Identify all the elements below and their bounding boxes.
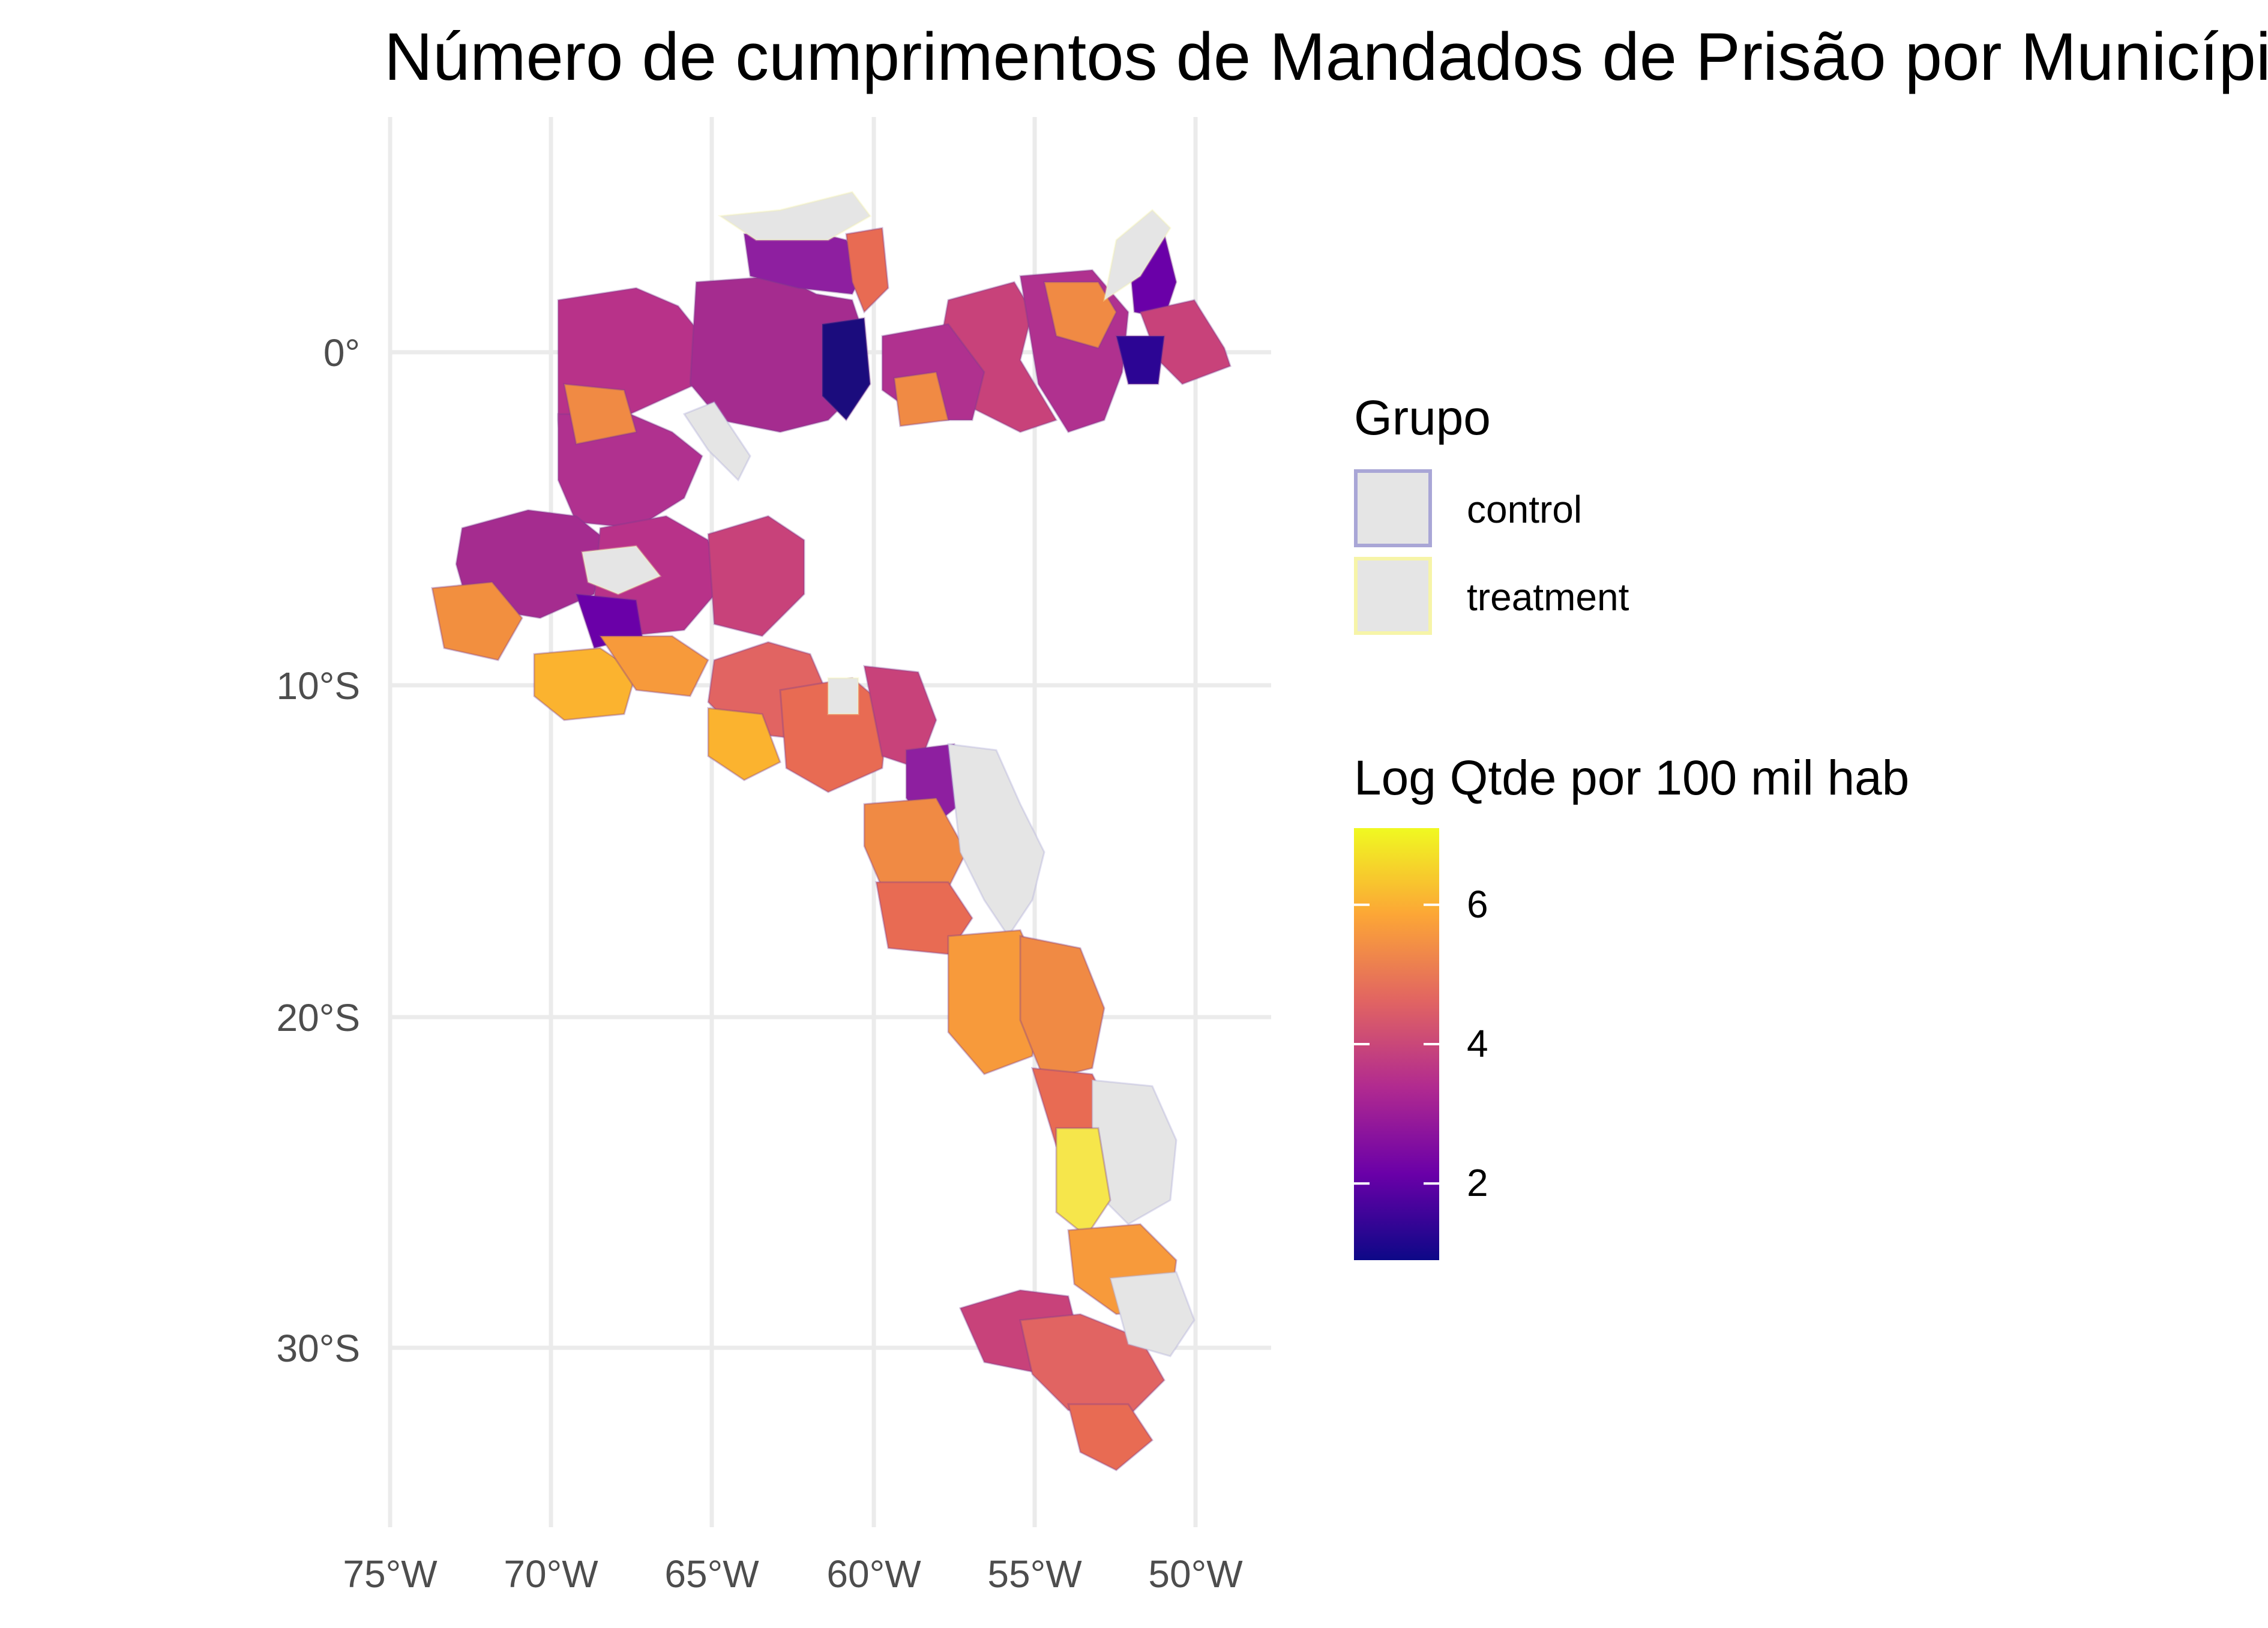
region-roraima-control <box>682 401 751 482</box>
region-mato-grosso-yellow <box>707 707 781 781</box>
y-tick-label: 20°S <box>277 996 360 1039</box>
y-tick-label: 10°S <box>277 664 360 707</box>
region-amazonas-orange <box>563 383 637 445</box>
x-tick-label: 65°W <box>664 1552 759 1596</box>
legend-key-treatment <box>1354 557 1432 635</box>
map-regions <box>431 191 1232 1471</box>
region-amapa-nodata <box>1102 208 1172 302</box>
region-mato-grosso-east <box>863 665 937 769</box>
region-amazonas-nodata <box>581 545 662 595</box>
region-amapa-orange <box>1043 281 1117 349</box>
region-dark-spot-north <box>821 317 871 422</box>
region-sp-orange <box>1019 935 1105 1081</box>
region-rondonia-nodata <box>827 677 859 715</box>
color-scale-ticks <box>1354 903 1439 1185</box>
scale-label-2: 2 <box>1467 1161 1488 1205</box>
region-amazonas-east <box>707 515 805 637</box>
scale-label-6: 6 <box>1467 882 1488 926</box>
x-tick-label: 50°W <box>1148 1552 1243 1596</box>
region-roraima-east <box>845 227 889 314</box>
region-goias-control <box>947 743 1045 938</box>
scale-label-4: 4 <box>1467 1022 1488 1065</box>
region-north-nodata <box>717 191 872 241</box>
y-tick-label: 0° <box>323 331 360 374</box>
axis-labels: 75°W 70°W 65°W 60°W 55°W 50°W 0° 10°S 20… <box>277 331 1244 1596</box>
region-rs-south <box>1067 1403 1154 1471</box>
y-tick-label: 30°S <box>277 1327 360 1370</box>
x-tick-label: 55°W <box>987 1552 1082 1596</box>
region-para-orange <box>893 371 949 427</box>
x-tick-label: 60°W <box>826 1552 921 1596</box>
region-pr-yellow <box>1055 1127 1111 1238</box>
region-rondonia-yellow <box>533 647 637 721</box>
region-rondonia-orange <box>598 635 709 697</box>
legend-group-title: Grupo <box>1354 391 1491 445</box>
region-rs-control <box>1109 1271 1196 1357</box>
x-tick-label: 75°W <box>343 1552 438 1596</box>
x-tick-label: 70°W <box>504 1552 598 1596</box>
chart-title: Número de cumprimentos de Mandados de Pr… <box>384 19 2268 94</box>
legend-label-control: control <box>1467 488 1583 531</box>
region-acre-orange <box>431 581 523 661</box>
region-para-dark <box>1115 335 1166 385</box>
legend-key-control <box>1354 469 1432 547</box>
region-amazonas-north <box>557 413 703 529</box>
legend-label-treatment: treatment <box>1467 575 1629 619</box>
legend-scale-title: Log Qtde por 100 mil hab <box>1354 751 1910 805</box>
